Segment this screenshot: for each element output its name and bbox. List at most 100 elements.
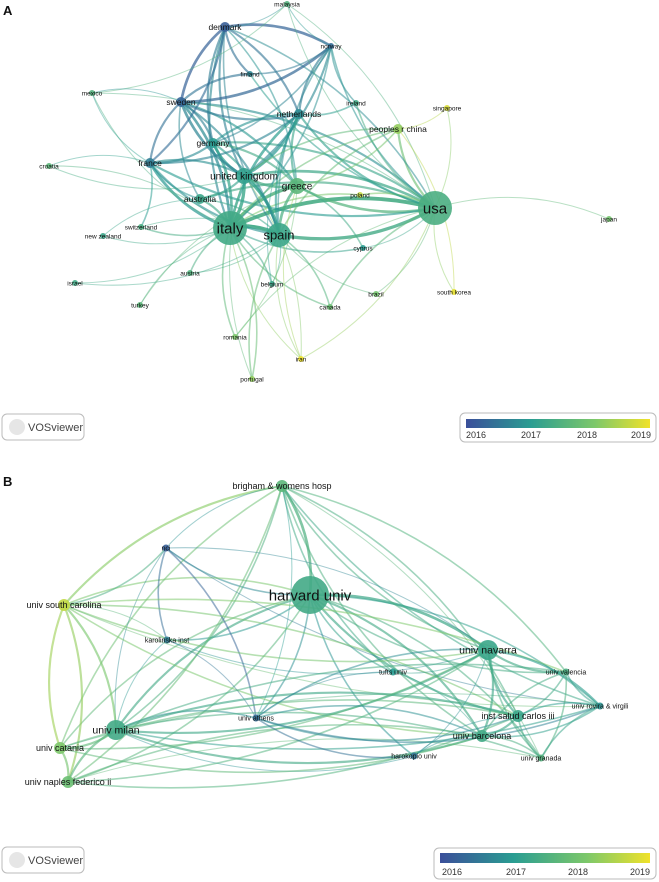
node-label: harokopio univ — [391, 753, 437, 760]
node-label: portugal — [240, 376, 264, 383]
node-label: mexico — [82, 90, 103, 97]
network-node-croatia — [46, 163, 52, 169]
panel-a-nodes: usa italy spain united kingdom greece germany… — [39, 1, 617, 383]
network-node-catania — [54, 742, 66, 754]
network-node-peoples-r-china — [393, 124, 403, 134]
network-edge — [67, 485, 283, 783]
network-edge — [91, 92, 436, 209]
network-edge — [413, 735, 483, 757]
legend-tick: 2016 — [442, 867, 462, 877]
network-edge — [140, 162, 153, 228]
node-label: sweden — [166, 97, 196, 107]
panel-a-edges — [48, 3, 610, 380]
network-edge — [249, 45, 332, 75]
network-edge — [67, 724, 483, 783]
panel-b-legend-gradient — [440, 853, 650, 863]
network-edge — [281, 485, 483, 737]
network-node-valencia — [562, 668, 570, 676]
node-label: tufts univ — [379, 669, 408, 676]
network-edge — [255, 717, 415, 759]
network-edge — [249, 73, 436, 209]
network-node-italy — [213, 211, 247, 245]
network-edge — [275, 234, 302, 360]
panel-b-brand: VOSviewer — [28, 855, 83, 867]
node-label: univ athens — [238, 715, 274, 722]
network-edge — [48, 165, 231, 229]
network-edge — [229, 175, 253, 380]
node-label: harvard univ — [269, 587, 352, 604]
node-label: singapore — [433, 105, 462, 112]
network-node-south-carolina — [58, 599, 70, 611]
node-label: belgium — [261, 281, 284, 288]
network-edge — [63, 604, 118, 731]
node-label: univ barcelona — [453, 731, 512, 741]
node-label: univ rovira & virgili — [572, 703, 629, 710]
network-edge — [234, 207, 436, 338]
network-edge — [149, 158, 245, 177]
network-edge — [266, 113, 300, 285]
network-edge — [115, 649, 489, 735]
network-edge — [63, 604, 519, 717]
node-label: finland — [240, 71, 260, 78]
node-label: karolinska inst — [145, 637, 189, 644]
network-edge — [63, 576, 311, 606]
panel-b-vosviewer-badge: VOSviewer — [1, 846, 85, 874]
node-label: univ catania — [36, 743, 84, 753]
network-node-canada — [327, 304, 333, 310]
node-label: austria — [180, 270, 200, 277]
network-edge — [255, 705, 601, 744]
network-edge — [224, 26, 301, 115]
node-label: germany — [196, 138, 230, 148]
network-edge — [91, 88, 182, 103]
network-node-iran — [298, 356, 304, 362]
network-edge — [140, 217, 280, 236]
node-label: peoples r china — [369, 124, 427, 134]
network-edge — [281, 485, 601, 707]
network-node-france — [145, 158, 155, 168]
network-edge — [63, 604, 483, 737]
network-edge — [281, 485, 519, 717]
network-node-cyprus — [360, 245, 366, 251]
network-edge — [148, 101, 182, 164]
network-node-netherlands — [294, 109, 304, 119]
network-edge — [48, 165, 245, 190]
node-label: ireland — [346, 100, 366, 107]
network-edge — [517, 702, 601, 717]
network-edge — [63, 484, 283, 606]
network-node-new-zealand — [100, 233, 106, 239]
vosviewer-logo-icon — [9, 419, 25, 435]
network-node-barcelona — [476, 730, 488, 742]
network-edge — [67, 738, 542, 783]
network-edge — [413, 715, 519, 757]
node-label: united kingdom — [210, 172, 278, 183]
network-edge — [212, 141, 436, 209]
network-node-austria — [187, 270, 193, 276]
network-node-singapore — [444, 105, 450, 111]
network-node-australia — [195, 194, 205, 204]
node-label: italy — [217, 220, 244, 237]
legend-tick: 2017 — [506, 867, 526, 877]
network-edge — [59, 735, 483, 774]
network-edge — [67, 715, 519, 789]
node-label: israel — [67, 280, 83, 287]
node-label: inst salud carlos iii — [481, 711, 554, 721]
panel-a-legend-gradient — [466, 419, 650, 428]
network-edge — [243, 169, 436, 210]
network-edge — [234, 185, 298, 338]
network-node-athens — [252, 714, 260, 722]
network-node-mexico — [89, 90, 95, 96]
network-edge — [47, 604, 66, 749]
network-edge — [281, 485, 567, 673]
panel-b: B harvard univ brigham & womens hosp nci un… — [1, 474, 657, 880]
node-label: romania — [223, 334, 247, 341]
network-node-milan — [106, 720, 126, 740]
network-node-nci — [162, 544, 170, 552]
network-edge — [248, 234, 280, 380]
network-node-turkey — [137, 302, 143, 308]
vosviewer-logo-icon — [9, 852, 25, 868]
network-edge — [149, 162, 201, 200]
network-node-brazil — [373, 291, 379, 297]
network-edge — [179, 25, 226, 103]
network-node-denmark — [220, 22, 230, 32]
network-node-malaysia — [284, 1, 290, 7]
